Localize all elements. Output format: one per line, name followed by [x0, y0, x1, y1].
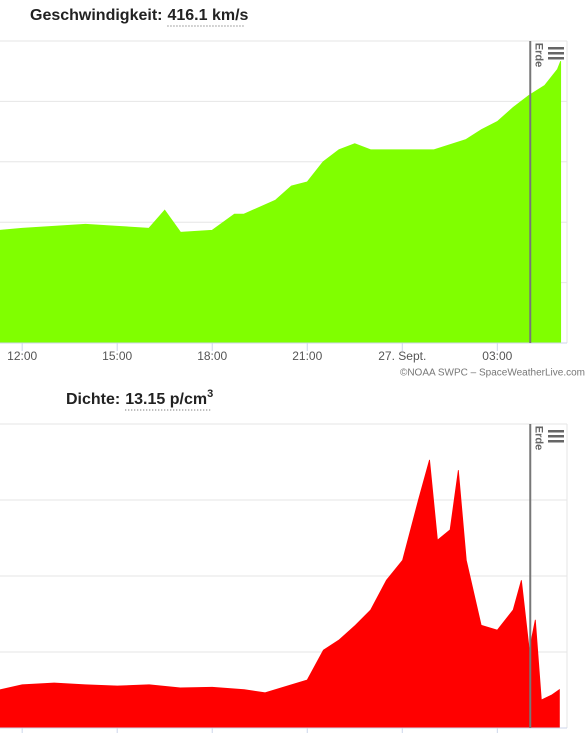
title-value: 416.1 km/s: [167, 7, 248, 24]
area: [0, 60, 562, 344]
x-tick-label: 15:00: [102, 349, 132, 363]
menu-bar: [548, 47, 564, 50]
earth-label: Erde: [532, 426, 544, 450]
x-tick-label: 12:00: [7, 349, 37, 363]
title-label: Geschwindigkeit:: [30, 7, 162, 24]
x-tick-label: 21:00: [292, 349, 322, 363]
chart-title: Dichte: 13.15 p/cm3: [66, 388, 213, 408]
title-sup: 3: [207, 388, 213, 400]
x-tick-label: 27. Sept.: [378, 349, 426, 363]
menu-bar: [548, 430, 564, 433]
menu-bar: [548, 52, 564, 55]
menu-icon[interactable]: [548, 430, 564, 443]
menu-bar: [548, 57, 564, 60]
credit: ©NOAA SWPC – SpaceWeatherLive.com: [400, 368, 585, 379]
x-tick-label: 03:00: [482, 349, 512, 363]
chart-title: Geschwindigkeit: 416.1 km/s: [30, 7, 249, 24]
x-tick-label: 18:00: [197, 349, 227, 363]
menu-icon[interactable]: [548, 47, 564, 60]
title-label: Dichte:: [66, 391, 120, 408]
menu-bar: [548, 440, 564, 443]
earth-label: Erde: [532, 43, 544, 67]
menu-bar: [548, 435, 564, 438]
title-value: 13.15 p/cm: [125, 391, 207, 408]
